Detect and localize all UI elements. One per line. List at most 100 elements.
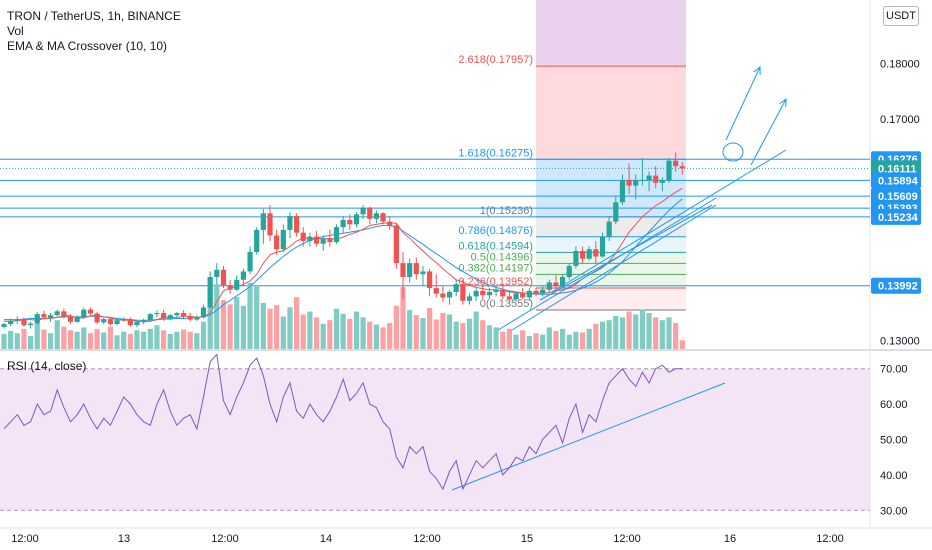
- candle-body[interactable]: [220, 269, 227, 286]
- candle-body[interactable]: [407, 263, 413, 277]
- candle-body[interactable]: [493, 289, 499, 292]
- candle-body[interactable]: [659, 180, 665, 183]
- candle-body[interactable]: [154, 312, 160, 315]
- candle-body[interactable]: [320, 238, 326, 244]
- trend-line[interactable]: [511, 204, 717, 331]
- candle-body[interactable]: [87, 309, 94, 314]
- candle-body[interactable]: [167, 315, 173, 319]
- candle-body[interactable]: [433, 288, 439, 294]
- candle-body[interactable]: [227, 285, 233, 290]
- candle-body[interactable]: [646, 175, 652, 181]
- candle-body[interactable]: [626, 180, 632, 186]
- candle-body[interactable]: [486, 291, 493, 296]
- candle-body[interactable]: [200, 307, 207, 318]
- candle-body[interactable]: [653, 175, 659, 183]
- candle-body[interactable]: [506, 296, 512, 300]
- candle-body[interactable]: [373, 213, 379, 219]
- candle-body[interactable]: [679, 166, 685, 169]
- currency-button[interactable]: USDT: [883, 6, 919, 26]
- candle-body[interactable]: [613, 202, 619, 222]
- candle-body[interactable]: [74, 316, 80, 322]
- candle-body[interactable]: [420, 271, 426, 275]
- candle-body[interactable]: [673, 160, 679, 167]
- candle-body[interactable]: [440, 293, 446, 298]
- trend-line[interactable]: [497, 197, 717, 331]
- candle-body[interactable]: [593, 249, 599, 257]
- candle-body[interactable]: [107, 319, 113, 325]
- volume-label[interactable]: Vol: [7, 24, 24, 38]
- candle-body[interactable]: [121, 319, 127, 321]
- highlight-circle[interactable]: [722, 142, 744, 162]
- candle-body[interactable]: [141, 320, 147, 322]
- candle-body[interactable]: [560, 276, 566, 287]
- candle-body[interactable]: [61, 311, 67, 317]
- trend-line[interactable]: [451, 382, 726, 491]
- candle-body[interactable]: [586, 249, 592, 259]
- candle-body[interactable]: [619, 180, 626, 203]
- candle-body[interactable]: [14, 319, 20, 321]
- candle-body[interactable]: [380, 213, 386, 222]
- candle-body[interactable]: [473, 290, 479, 297]
- candle-body[interactable]: [267, 213, 273, 236]
- candle-body[interactable]: [639, 180, 645, 182]
- candle-body[interactable]: [340, 219, 346, 228]
- candle-body[interactable]: [466, 296, 473, 301]
- candle-body[interactable]: [161, 312, 167, 319]
- candle-body[interactable]: [446, 291, 453, 298]
- symbol-title[interactable]: TRON / TetherUS, 1h, BINANCE: [7, 9, 181, 23]
- candle-body[interactable]: [500, 289, 506, 297]
- candle-body[interactable]: [599, 236, 606, 257]
- candle-body[interactable]: [41, 314, 47, 318]
- trend-line[interactable]: [539, 204, 713, 301]
- candle-body[interactable]: [194, 317, 200, 320]
- candle-body[interactable]: [347, 219, 353, 225]
- candle-body[interactable]: [134, 321, 140, 326]
- candle-body[interactable]: [287, 216, 293, 230]
- candle-body[interactable]: [81, 309, 87, 317]
- candle-body[interactable]: [280, 229, 286, 250]
- candle-body[interactable]: [214, 269, 220, 277]
- candle-body[interactable]: [180, 312, 187, 317]
- candle-body[interactable]: [413, 263, 419, 275]
- candle-body[interactable]: [606, 221, 612, 237]
- candle-body[interactable]: [460, 284, 466, 301]
- candle-body[interactable]: [307, 236, 313, 241]
- candle-body[interactable]: [313, 236, 320, 244]
- candle-body[interactable]: [147, 314, 153, 321]
- candle-body[interactable]: [300, 232, 306, 241]
- candle-body[interactable]: [294, 216, 300, 233]
- candle-body[interactable]: [260, 213, 266, 230]
- candle-body[interactable]: [360, 207, 366, 215]
- candle-body[interactable]: [333, 227, 340, 243]
- candle-body[interactable]: [353, 214, 360, 225]
- candle-body[interactable]: [579, 250, 586, 259]
- candle-body[interactable]: [207, 276, 213, 308]
- candle-body[interactable]: [247, 252, 253, 272]
- candle-body[interactable]: [174, 312, 180, 316]
- trend-line[interactable]: [551, 149, 787, 293]
- candle-body[interactable]: [633, 180, 639, 186]
- candle-body[interactable]: [546, 282, 552, 290]
- candle-body[interactable]: [67, 316, 74, 322]
- candle-body[interactable]: [8, 320, 14, 325]
- candle-body[interactable]: [274, 235, 280, 250]
- forecast-arrow[interactable]: [725, 66, 761, 141]
- candle-body[interactable]: [127, 319, 133, 326]
- candle-body[interactable]: [240, 271, 246, 280]
- candle-body[interactable]: [47, 315, 54, 318]
- candle-body[interactable]: [566, 265, 572, 277]
- forecast-arrow[interactable]: [750, 98, 787, 166]
- candle-body[interactable]: [187, 316, 193, 320]
- candle-body[interactable]: [453, 284, 459, 292]
- candle-body[interactable]: [1, 324, 7, 327]
- candle-body[interactable]: [393, 225, 399, 264]
- rsi-label[interactable]: RSI (14, close): [7, 359, 87, 373]
- candle-body[interactable]: [573, 250, 579, 266]
- candle-body[interactable]: [28, 323, 34, 326]
- candle-body[interactable]: [666, 160, 672, 181]
- candle-body[interactable]: [327, 238, 333, 243]
- candle-body[interactable]: [513, 293, 519, 300]
- candle-body[interactable]: [533, 290, 539, 294]
